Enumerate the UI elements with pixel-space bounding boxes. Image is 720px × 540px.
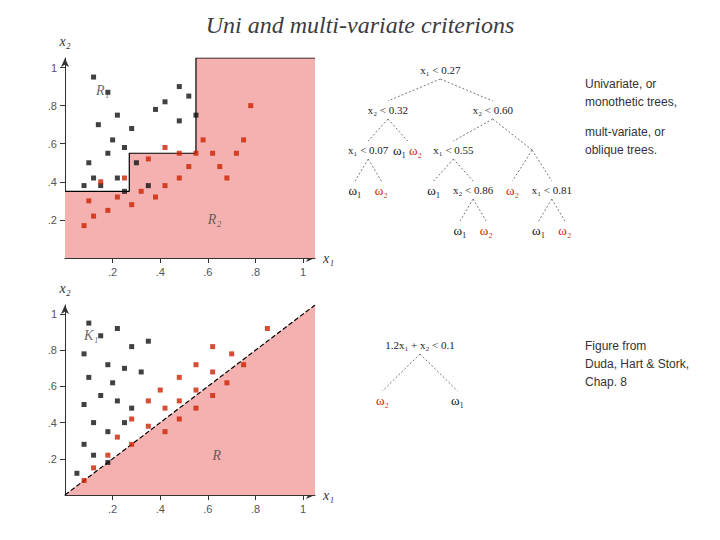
svg-text:x₁ < 0.81: x₁ < 0.81	[532, 184, 572, 196]
svg-text:x₂ < 0.32: x₂ < 0.32	[368, 104, 408, 116]
svg-text:oblique trees.: oblique trees.	[585, 143, 657, 157]
svg-text:x₂ < 0.60: x₂ < 0.60	[473, 104, 514, 116]
svg-text:1: 1	[300, 266, 306, 278]
svg-text:K₁: K₁	[83, 328, 98, 343]
svg-text:ω₂: ω₂	[376, 393, 389, 408]
svg-text:x₂: x₂	[58, 281, 70, 296]
svg-text:mult-variate, or: mult-variate, or	[585, 125, 665, 139]
svg-text:ω₁: ω₁	[451, 393, 464, 408]
svg-text:.8: .8	[251, 266, 260, 278]
svg-text:.6: .6	[48, 380, 57, 392]
svg-text:Chap. 8: Chap. 8	[585, 375, 627, 389]
svg-text:R₁: R₁	[95, 83, 109, 98]
svg-text:Figure from: Figure from	[585, 339, 646, 353]
svg-text:Uni and multi-variate criterio: Uni and multi-variate criterions	[206, 12, 515, 38]
svg-text:1: 1	[300, 503, 306, 515]
svg-text:R: R	[212, 448, 222, 463]
svg-text:.8: .8	[48, 344, 57, 356]
svg-text:.4: .4	[48, 417, 57, 429]
svg-text:.2: .2	[108, 503, 117, 515]
svg-text:x₂: x₂	[58, 34, 70, 49]
svg-text:Univariate, or: Univariate, or	[585, 77, 656, 91]
svg-text:x₂ < 0.86: x₂ < 0.86	[453, 184, 494, 196]
svg-text:1: 1	[51, 308, 57, 320]
svg-text:ω₁: ω₁	[427, 183, 440, 198]
svg-text:.4: .4	[48, 176, 57, 188]
svg-text:.6: .6	[203, 503, 212, 515]
svg-text:monothetic trees,: monothetic trees,	[585, 95, 677, 109]
svg-text:ω₁: ω₁	[453, 223, 466, 238]
svg-text:.4: .4	[156, 266, 165, 278]
svg-text:.6: .6	[203, 266, 212, 278]
svg-text:R₂: R₂	[207, 212, 222, 227]
svg-text:ω₂: ω₂	[506, 183, 519, 198]
svg-text:ω₁: ω₁	[532, 223, 545, 238]
svg-text:Duda, Hart & Stork,: Duda, Hart & Stork,	[585, 357, 689, 371]
svg-text:x₁ < 0.07: x₁ < 0.07	[348, 144, 389, 156]
svg-text:ω₂: ω₂	[480, 223, 493, 238]
svg-text:x₁: x₁	[322, 251, 334, 266]
svg-text:ω₁: ω₁	[349, 183, 362, 198]
svg-text:1: 1	[51, 62, 57, 74]
svg-text:x₁ < 0.55: x₁ < 0.55	[433, 144, 474, 156]
svg-text:.2: .2	[108, 266, 117, 278]
svg-text:ω₂: ω₂	[409, 143, 422, 158]
svg-text:.2: .2	[48, 214, 57, 226]
svg-text:.4: .4	[156, 503, 165, 515]
svg-text:x₁ < 0.27: x₁ < 0.27	[420, 64, 461, 76]
svg-text:.6: .6	[48, 138, 57, 150]
svg-text:ω₂: ω₂	[375, 183, 388, 198]
svg-text:1.2x₁ + x₂ < 0.1: 1.2x₁ + x₂ < 0.1	[385, 339, 455, 351]
svg-text:x₁: x₁	[322, 488, 334, 503]
svg-text:ω₁: ω₁	[393, 143, 406, 158]
svg-text:ω₂: ω₂	[558, 223, 571, 238]
svg-text:.8: .8	[48, 100, 57, 112]
svg-text:.2: .2	[48, 453, 57, 465]
svg-text:.8: .8	[251, 503, 260, 515]
